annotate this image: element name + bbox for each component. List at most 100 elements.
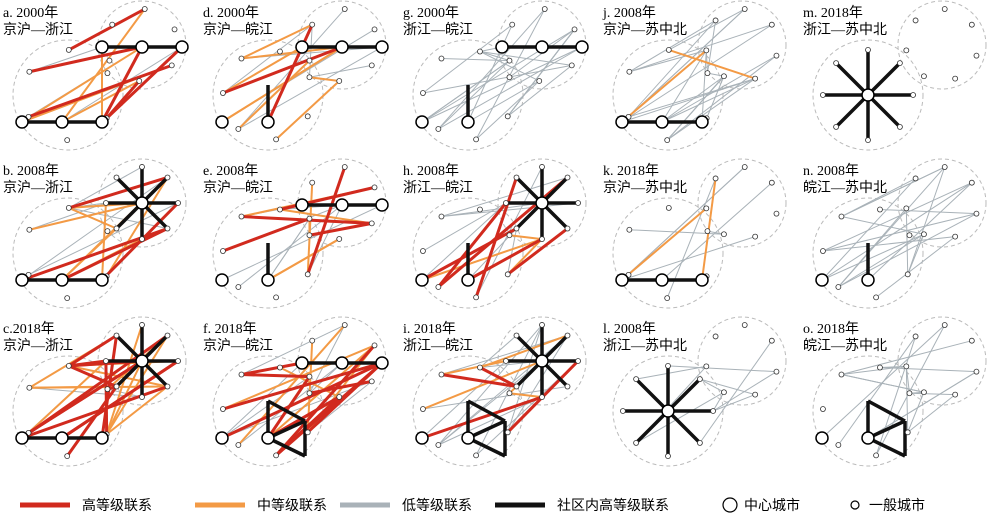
center-city xyxy=(55,273,69,287)
general-city xyxy=(438,55,445,62)
link xyxy=(907,166,946,275)
panel-subtitle: 浙江—苏中北 xyxy=(603,338,687,354)
link xyxy=(422,24,513,94)
general-city xyxy=(903,205,910,212)
general-city xyxy=(835,284,842,290)
legend-label: 低等级联系 xyxy=(402,497,472,514)
general-city xyxy=(896,123,903,130)
general-city xyxy=(752,233,759,240)
center-city xyxy=(535,196,549,210)
general-city xyxy=(473,136,479,143)
center-city xyxy=(375,40,389,54)
inner-link xyxy=(634,377,670,413)
link xyxy=(841,365,907,376)
center-city xyxy=(335,198,349,212)
general-city xyxy=(906,390,913,397)
link xyxy=(68,7,146,52)
panel-subtitle: 京沪—苏中北 xyxy=(603,22,687,38)
general-city xyxy=(575,200,581,206)
general-city xyxy=(712,17,719,24)
link xyxy=(475,324,543,456)
inner-link xyxy=(834,61,870,97)
community-boundary xyxy=(97,158,187,248)
general-city xyxy=(665,453,671,460)
panel-title: e. 2008年 xyxy=(203,163,258,179)
link xyxy=(421,238,543,281)
link xyxy=(867,371,977,439)
center-city xyxy=(495,40,509,54)
general-city xyxy=(539,236,545,242)
link xyxy=(841,216,925,235)
general-city xyxy=(220,90,226,96)
link xyxy=(222,24,313,94)
general-city xyxy=(164,174,171,181)
general-city xyxy=(721,231,727,238)
link xyxy=(667,365,777,373)
link xyxy=(61,80,140,123)
panel-subtitle: 京沪—浙江 xyxy=(3,180,73,196)
panel-title: m. 2018年 xyxy=(803,5,863,21)
general-city xyxy=(106,57,113,64)
link xyxy=(822,236,956,252)
link xyxy=(221,380,372,439)
link xyxy=(279,366,340,398)
general-city xyxy=(768,179,775,186)
center-city xyxy=(215,273,229,287)
link xyxy=(61,227,118,281)
general-city xyxy=(633,376,640,383)
inner-link xyxy=(267,436,306,458)
general-city xyxy=(712,175,719,182)
general-city xyxy=(273,136,279,143)
general-city xyxy=(420,406,426,412)
link xyxy=(238,204,343,288)
general-city xyxy=(113,332,120,339)
link xyxy=(105,79,141,120)
center-city xyxy=(261,115,275,129)
general-city xyxy=(539,322,545,328)
panel-subtitle: 京沪—皖江 xyxy=(203,180,273,196)
general-city xyxy=(941,322,948,328)
general-city xyxy=(503,200,509,206)
link xyxy=(275,80,340,141)
general-city xyxy=(503,358,509,364)
link xyxy=(68,176,168,210)
general-city xyxy=(304,113,311,120)
panel-title: k. 2018年 xyxy=(603,163,659,179)
link xyxy=(21,385,169,440)
community-boundary xyxy=(497,158,587,248)
general-city xyxy=(64,137,71,143)
panel-title: j. 2008年 xyxy=(602,5,656,21)
link xyxy=(909,392,956,396)
link xyxy=(507,335,568,433)
panel-subtitle: 京沪—苏中北 xyxy=(603,180,687,196)
link xyxy=(422,64,572,94)
general-city xyxy=(104,386,111,393)
link xyxy=(241,215,372,225)
center-city xyxy=(335,40,349,54)
general-city xyxy=(477,364,483,371)
general-city xyxy=(820,406,826,412)
general-city xyxy=(665,47,672,53)
general-city xyxy=(873,452,879,459)
link xyxy=(621,166,746,281)
link xyxy=(479,51,540,82)
center-city xyxy=(15,273,29,287)
link xyxy=(241,373,310,379)
general-city xyxy=(104,70,111,77)
general-city xyxy=(175,358,181,364)
inner-link xyxy=(267,399,306,423)
link xyxy=(907,392,925,433)
inner-link xyxy=(867,436,906,458)
community-boundary xyxy=(12,39,124,151)
general-city xyxy=(368,62,375,69)
link xyxy=(668,48,756,80)
link xyxy=(266,24,314,123)
general-city xyxy=(564,383,571,390)
panel-title: n. 2008年 xyxy=(803,163,859,179)
